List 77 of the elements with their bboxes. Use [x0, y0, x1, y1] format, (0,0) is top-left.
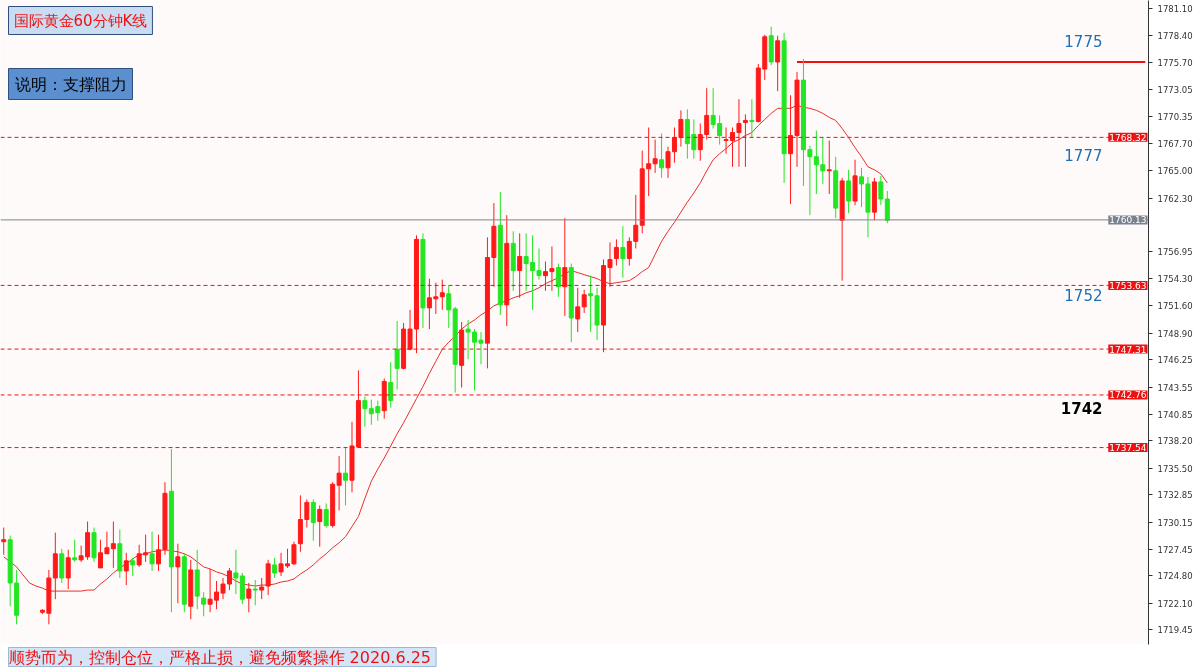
candlestick: [884, 190, 890, 224]
y-tick-label: 1724.80: [1157, 571, 1193, 582]
candlestick: [175, 543, 181, 604]
y-tick-label: 1770.35: [1157, 112, 1193, 123]
y-tick-label: 1754.30: [1157, 274, 1193, 285]
y-tick-label: 1730.15: [1157, 517, 1193, 528]
candlestick: [659, 133, 665, 179]
candlestick: [588, 275, 594, 333]
y-tick-label: 1751.60: [1157, 301, 1193, 312]
candlestick: [388, 361, 394, 409]
candlestick: [517, 232, 523, 299]
y-tick-label: 1746.25: [1157, 355, 1193, 366]
candlestick: [555, 263, 561, 298]
text: 国际黄金60分钟K线: [13, 11, 148, 30]
ref-line-label: 1747.31: [1109, 344, 1147, 355]
y-tick-label: 1762.30: [1157, 193, 1193, 204]
candlestick: [246, 582, 252, 613]
candlestick: [72, 539, 78, 563]
candlestick: [620, 225, 626, 279]
text: 说明：支撑阻力: [14, 74, 127, 94]
candlestick: [581, 289, 587, 314]
y-tick-label: 1722.10: [1157, 598, 1193, 609]
candlestick: [562, 217, 568, 317]
candlestick: [749, 98, 755, 139]
candlestick: [678, 109, 684, 148]
y-tick-label: 1773.05: [1157, 85, 1193, 96]
y-tick-label: 1740.85: [1157, 409, 1193, 420]
candlestick: [575, 287, 581, 333]
line-series: [3, 104, 888, 592]
y-tick-label: 1735.50: [1157, 463, 1193, 474]
candlestick: [394, 320, 400, 391]
y-tick-label: 1748.90: [1157, 328, 1193, 339]
candlestick: [201, 591, 207, 617]
candlestick: [123, 552, 129, 586]
ref-line-label: 1753.63: [1109, 280, 1147, 291]
candlestick: [1, 527, 7, 556]
ref-line-label: 1768.32: [1109, 132, 1147, 143]
candlestick: [775, 35, 781, 92]
candlestick: [665, 146, 671, 179]
ref-line-label: 1737.54: [1109, 443, 1147, 454]
candlestick: [343, 446, 349, 506]
candlestick: [613, 238, 619, 267]
candlestick: [742, 113, 748, 168]
candlestick: [149, 531, 155, 572]
candlestick: [272, 557, 278, 579]
annotation: 1775: [1064, 33, 1103, 52]
annotation: 1752: [1064, 287, 1103, 306]
ref-line-label: 1742.76: [1109, 390, 1147, 401]
candlestick: [446, 285, 452, 329]
y-tick-label: 1778.40: [1157, 31, 1193, 42]
candlestick: [878, 175, 884, 206]
y-tick-label: 1738.20: [1157, 436, 1193, 447]
y-tick-label: 1775.70: [1157, 58, 1193, 69]
y-tick-label: 1732.85: [1157, 490, 1193, 501]
candlestick: [265, 559, 271, 596]
y-tick-label: 1781.10: [1157, 4, 1193, 15]
y-tick-label: 1743.55: [1157, 382, 1193, 393]
text: 顺势而为，控制仓位，严格止损，避免频繁操作 2020.6.25: [8, 647, 432, 667]
candlestick: [826, 140, 832, 195]
candlestick: [259, 577, 265, 600]
y-tick-label: 1727.45: [1157, 544, 1193, 555]
candlestick: [317, 504, 323, 548]
candlestick: [310, 498, 316, 542]
y-tick-label: 1767.70: [1157, 139, 1193, 150]
annotation: 1777: [1064, 147, 1103, 166]
candlestick: [65, 549, 71, 590]
y-tick-label: 1756.95: [1157, 247, 1193, 258]
candlestick: [130, 557, 136, 577]
candlestick: [252, 579, 258, 606]
y-tick-label: 1719.45: [1157, 625, 1193, 636]
candlestick: [671, 126, 677, 164]
ref-line-label: 1760.13: [1109, 215, 1147, 226]
y-tick-label: 1765.00: [1157, 166, 1193, 177]
annotation: 1742: [1060, 400, 1103, 419]
candlestick: [323, 502, 329, 529]
candlestick: [439, 279, 445, 311]
candlestick: [846, 169, 852, 214]
